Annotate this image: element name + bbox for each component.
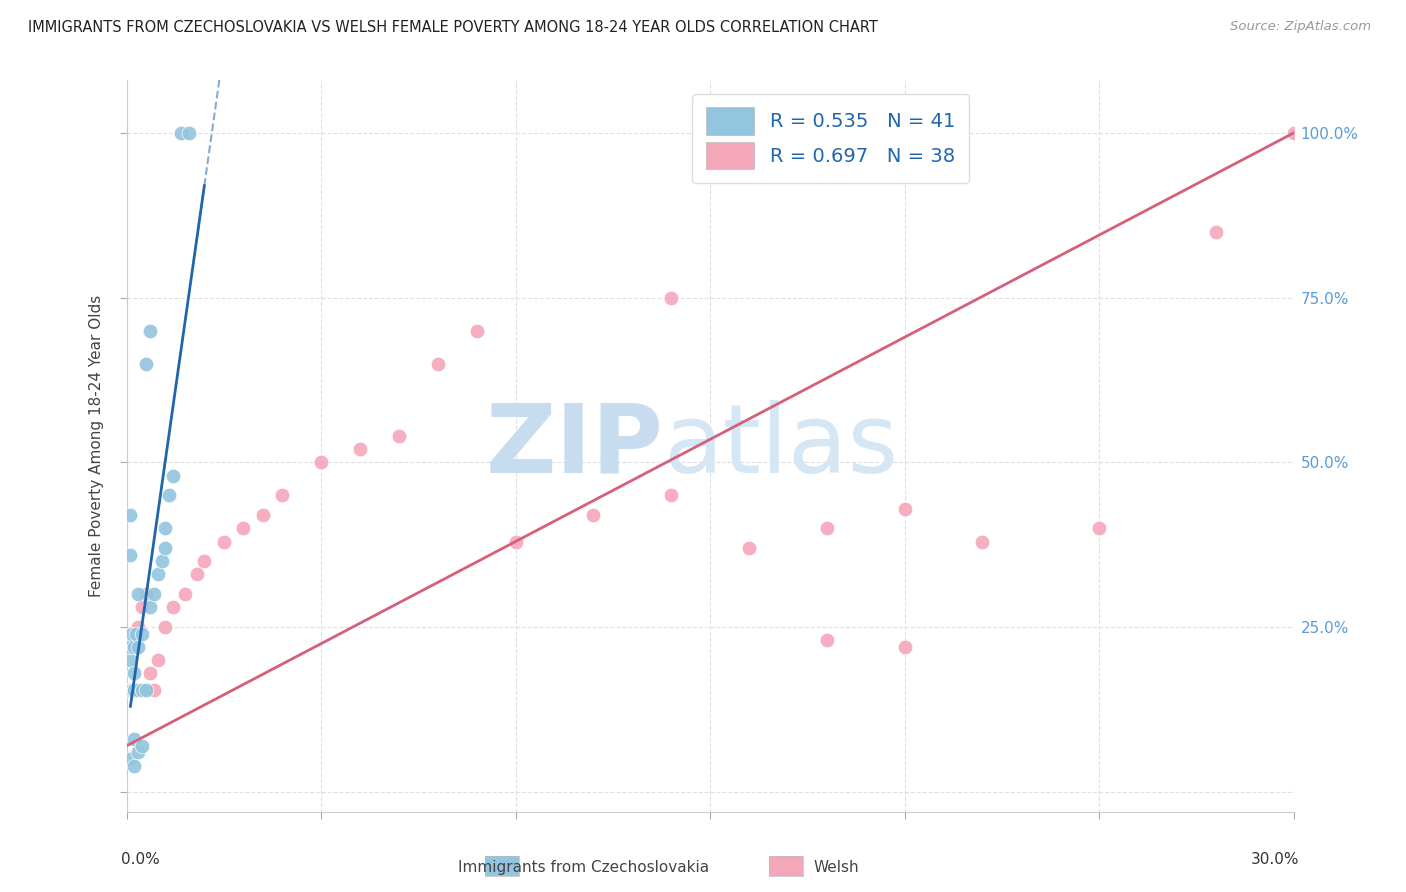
Point xyxy=(174,587,197,601)
Point xyxy=(120,682,142,697)
Point xyxy=(177,126,200,140)
Point xyxy=(120,682,142,697)
Point xyxy=(582,508,605,523)
Point xyxy=(127,682,149,697)
Point xyxy=(127,640,149,654)
Point xyxy=(1282,126,1305,140)
Point xyxy=(124,732,146,747)
Point xyxy=(131,627,153,641)
Point xyxy=(131,739,153,753)
Text: Immigrants from Czechoslovakia: Immigrants from Czechoslovakia xyxy=(458,860,709,874)
Text: atlas: atlas xyxy=(664,400,898,492)
Point xyxy=(117,682,139,697)
Point xyxy=(127,620,149,634)
Point xyxy=(124,682,146,697)
Text: Welsh: Welsh xyxy=(814,860,859,874)
Point xyxy=(815,521,838,535)
Point xyxy=(135,682,157,697)
Text: 0.0%: 0.0% xyxy=(121,852,159,867)
Point xyxy=(139,600,162,615)
Point xyxy=(146,653,169,667)
Point xyxy=(659,291,682,305)
Point xyxy=(162,600,184,615)
Point xyxy=(212,534,235,549)
Point xyxy=(127,682,149,697)
Point xyxy=(120,548,142,562)
Point xyxy=(157,488,180,502)
Point xyxy=(131,682,153,697)
Point xyxy=(124,682,146,697)
Point xyxy=(1205,225,1227,239)
Point xyxy=(121,627,143,641)
Point xyxy=(125,627,148,641)
Point xyxy=(127,746,149,760)
Point xyxy=(738,541,761,556)
Point xyxy=(349,442,371,457)
Point xyxy=(252,508,274,523)
Text: 30.0%: 30.0% xyxy=(1251,852,1299,867)
Point xyxy=(120,682,142,697)
Point xyxy=(146,567,169,582)
Point xyxy=(271,488,294,502)
Point xyxy=(426,357,449,371)
Text: Source: ZipAtlas.com: Source: ZipAtlas.com xyxy=(1230,20,1371,33)
Point xyxy=(124,682,146,697)
Point xyxy=(170,126,193,140)
Point xyxy=(139,324,162,338)
Point xyxy=(135,587,157,601)
Point xyxy=(124,640,146,654)
Point xyxy=(120,752,142,766)
Point xyxy=(120,682,142,697)
Point xyxy=(124,758,146,772)
Text: ZIP: ZIP xyxy=(485,400,664,492)
Point xyxy=(193,554,215,568)
Point xyxy=(120,653,142,667)
Point xyxy=(388,429,411,443)
Point xyxy=(465,324,488,338)
Point xyxy=(309,455,332,469)
Point xyxy=(124,640,146,654)
Point xyxy=(505,534,527,549)
Point xyxy=(120,682,142,697)
Point xyxy=(117,682,139,697)
Point xyxy=(142,587,165,601)
Point xyxy=(150,554,173,568)
Point xyxy=(186,567,208,582)
Point xyxy=(155,541,177,556)
Point xyxy=(127,587,149,601)
Point xyxy=(120,508,142,523)
Y-axis label: Female Poverty Among 18-24 Year Olds: Female Poverty Among 18-24 Year Olds xyxy=(89,295,104,597)
Point xyxy=(135,357,157,371)
Point xyxy=(142,682,165,697)
Point xyxy=(815,633,838,648)
Point xyxy=(162,468,184,483)
Point xyxy=(893,501,915,516)
Point xyxy=(1088,521,1111,535)
Point xyxy=(232,521,254,535)
Text: IMMIGRANTS FROM CZECHOSLOVAKIA VS WELSH FEMALE POVERTY AMONG 18-24 YEAR OLDS COR: IMMIGRANTS FROM CZECHOSLOVAKIA VS WELSH … xyxy=(28,20,877,35)
Point xyxy=(659,488,682,502)
Point xyxy=(131,600,153,615)
Point xyxy=(893,640,915,654)
Point xyxy=(121,682,143,697)
Point xyxy=(139,666,162,681)
Point xyxy=(972,534,994,549)
Point xyxy=(155,620,177,634)
Point xyxy=(124,666,146,681)
Legend: R = 0.535   N = 41, R = 0.697   N = 38: R = 0.535 N = 41, R = 0.697 N = 38 xyxy=(692,94,969,183)
Point xyxy=(118,682,141,697)
Point xyxy=(120,640,142,654)
Point xyxy=(124,682,146,697)
Point xyxy=(155,521,177,535)
